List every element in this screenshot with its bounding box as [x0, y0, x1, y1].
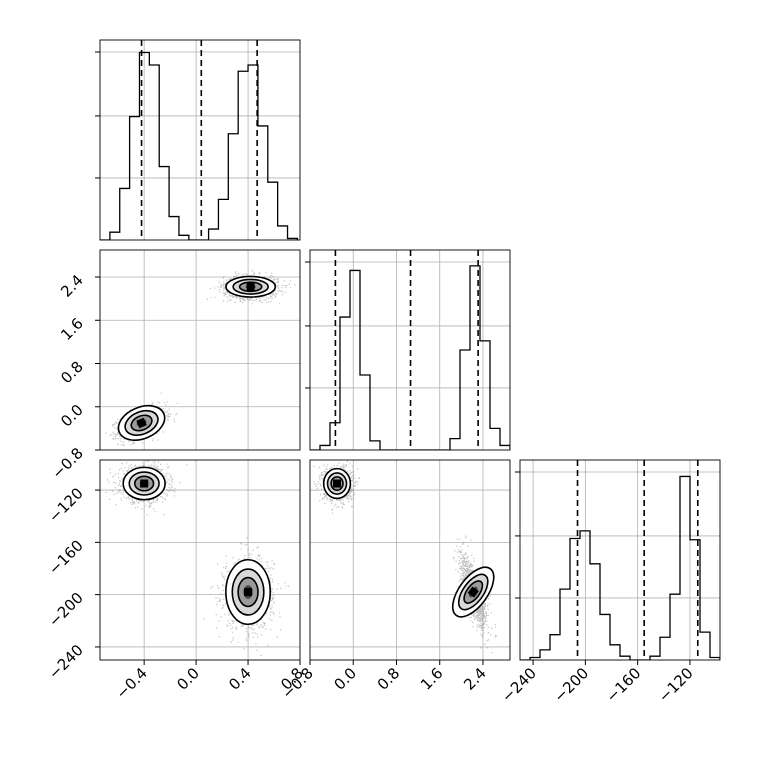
x-tick-label: −0.4 [112, 664, 150, 702]
density-panel-0-1 [99, 249, 301, 451]
y-tick-label: 0.0 [57, 401, 87, 431]
x-tick-label: 2.4 [460, 664, 490, 694]
panel-frame [309, 249, 511, 451]
contour-line [326, 472, 348, 495]
contour-line [122, 466, 166, 501]
density-peak [244, 588, 253, 597]
contour-line [463, 580, 484, 604]
panel-frame [99, 39, 301, 241]
contour-line [451, 566, 495, 618]
y-tick-label: 0.8 [57, 358, 87, 388]
density-content [100, 460, 300, 660]
contour-line [231, 568, 265, 616]
contour-line [130, 414, 153, 432]
hist-panel-0 [95, 39, 301, 241]
density-content [310, 460, 510, 660]
y-tick-label: −160 [45, 536, 87, 578]
x-tick-label: 0.8 [374, 664, 404, 694]
contour-line [128, 471, 160, 496]
contour-line [232, 278, 269, 295]
contour-line [457, 573, 489, 611]
panel-frame [519, 459, 721, 661]
contour-line [330, 476, 344, 491]
y-tick-label: −200 [45, 589, 87, 631]
hist-panel-2 [515, 459, 721, 661]
contour-line [237, 576, 259, 608]
panel-frame [99, 459, 301, 661]
density-peak [467, 586, 479, 598]
x-tick-label: 0.0 [173, 664, 203, 694]
x-tick-label: 1.6 [417, 664, 447, 694]
contour-line [225, 275, 277, 298]
x-tick-label: −120 [655, 664, 697, 706]
contour-line [124, 409, 159, 436]
density-peak [246, 282, 255, 291]
y-tick-label: −0.8 [48, 444, 86, 482]
contour-line [238, 281, 263, 293]
contour-line [322, 467, 352, 500]
density-content [100, 250, 300, 450]
histogram-series-0 [100, 51, 299, 240]
x-tick-label: 0.0 [330, 664, 360, 694]
y-tick-label: −240 [45, 641, 87, 683]
density-panel-1-2 [309, 459, 511, 661]
x-tick-label: 0.4 [225, 664, 255, 694]
histogram-series-2 [520, 475, 720, 660]
panel-frame [309, 459, 511, 661]
x-tick-label: −240 [498, 664, 540, 706]
y-tick-label: 2.4 [57, 271, 87, 301]
y-tick-label: 1.6 [57, 314, 87, 344]
contour-line [133, 475, 155, 492]
x-tick-label: −0.8 [278, 664, 316, 702]
hist-panel-1 [305, 249, 511, 451]
contour-line [225, 558, 272, 626]
density-panel-0-2 [99, 459, 301, 661]
x-tick-label: −160 [603, 664, 645, 706]
histogram-series-1 [310, 265, 510, 450]
panel-frame [99, 249, 301, 451]
contour-line [117, 404, 166, 441]
y-tick-label: −120 [45, 484, 87, 526]
density-peak [333, 479, 342, 488]
x-tick-label: −200 [550, 664, 592, 706]
density-peak [140, 479, 149, 488]
density-peak [136, 417, 147, 429]
